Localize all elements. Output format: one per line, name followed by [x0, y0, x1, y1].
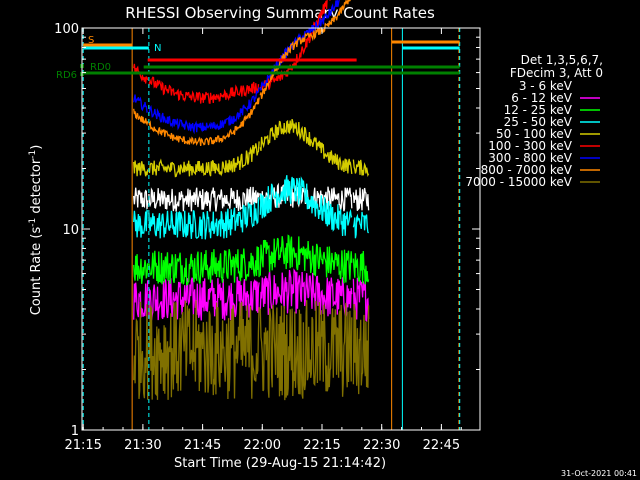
- y-axis-label-main: Count Rate (s: [29, 227, 44, 316]
- series-line-6-seg-1: [148, 87, 260, 135]
- series-line-3-seg-1: [148, 197, 260, 240]
- series-line-3-seg-2: [259, 175, 353, 237]
- x-tick-label-0: 21:15: [64, 438, 101, 453]
- x-tick-label-1: 21:30: [124, 438, 161, 453]
- y-tick-label-1: 10: [62, 223, 79, 238]
- series-line-2-seg-2: [259, 234, 353, 284]
- series-line-4-seg-1: [148, 141, 260, 178]
- series-line-2-seg-1: [148, 246, 260, 286]
- legend-header-1: Det 1,3,5,6,7,: [521, 53, 603, 67]
- legend-label-2: 12 - 25 keV: [504, 103, 573, 117]
- x-tick-label-4: 22:15: [303, 438, 340, 453]
- series-line-2-seg-3: [352, 250, 370, 285]
- y-axis-label-sup2: -1: [28, 150, 38, 159]
- flag-label-rd6: RD6: [56, 70, 77, 81]
- x-axis-label: Start Time (29-Aug-15 21:14:42): [174, 456, 386, 471]
- series-line-7-seg-1: [148, 97, 260, 147]
- series-line-0-seg-3: [352, 187, 370, 211]
- x-tick-label-2: 21:45: [184, 438, 221, 453]
- legend-label-4: 50 - 100 keV: [496, 127, 573, 141]
- series-line-7-seg-2: [259, 0, 352, 99]
- tick-layer: 21:15 21:30 21:45 22:00 22:15 22:30 22:45 1 10 10…: [54, 22, 480, 453]
- footer-date: 31-Oct-2021 00:41: [561, 469, 637, 478]
- series-line-5-seg-1: [148, 76, 260, 104]
- legend-label-1: 6 - 12 keV: [511, 91, 573, 105]
- series-line-4-seg-3: [352, 159, 370, 178]
- legend-label-7: 800 - 7000 keV: [481, 163, 573, 177]
- legend-label-5: 100 - 300 keV: [488, 139, 572, 153]
- series-line-4-seg-2: [259, 118, 353, 174]
- series-line-1-seg-2: [259, 268, 353, 318]
- series-line-0-seg-1: [148, 186, 260, 212]
- series-line-5-seg-2: [259, 0, 331, 91]
- series-line-0-seg-0: [133, 187, 149, 210]
- series-line-3-seg-0: [133, 208, 149, 238]
- x-tick-label-5: 22:30: [363, 438, 400, 453]
- y-axis-label-end: ): [29, 145, 44, 150]
- flag-label-n: N: [154, 43, 161, 54]
- y-tick-label-2: 100: [54, 22, 79, 37]
- series-line-8-seg-0: [133, 301, 149, 400]
- y-axis-label: Count Rate (s-1 detector-1): [28, 145, 44, 316]
- series-line-1-seg-1: [148, 276, 260, 321]
- legend-label-6: 300 - 800 keV: [488, 151, 572, 165]
- legend-label-0: 3 - 6 keV: [519, 79, 573, 93]
- series-line-6-seg-0: [133, 94, 149, 113]
- series-layer: [133, 0, 370, 401]
- series-line-2-seg-0: [133, 254, 149, 284]
- series-line-8-seg-2: [259, 300, 353, 401]
- legend-label-8: 7000 - 15000 keV: [465, 175, 572, 189]
- flag-label-s: S: [88, 35, 94, 46]
- series-line-5-seg-0: [133, 63, 149, 84]
- series-line-7-seg-0: [133, 108, 149, 127]
- flag-label-rd0: RD0: [90, 62, 111, 73]
- flag-layer: S N RD0 RD6: [56, 28, 461, 430]
- series-line-1-seg-3: [352, 277, 370, 322]
- legend-label-3: 25 - 50 keV: [504, 115, 573, 129]
- legend-header-2: FDecim 3, Att 0: [510, 66, 603, 80]
- series-line-8-seg-1: [148, 300, 260, 400]
- y-axis-label-sup: -1: [28, 218, 38, 227]
- x-tick-label-6: 22:45: [423, 438, 460, 453]
- series-line-4-seg-0: [133, 160, 149, 177]
- series-line-8-seg-3: [352, 303, 370, 395]
- y-tick-label-0: 1: [71, 424, 79, 439]
- y-axis-label-mid: detector: [29, 158, 44, 218]
- x-tick-label-3: 22:00: [244, 438, 281, 453]
- chart-title: RHESSI Observing Summary Count Rates: [125, 4, 435, 22]
- series-line-3-seg-3: [352, 211, 370, 239]
